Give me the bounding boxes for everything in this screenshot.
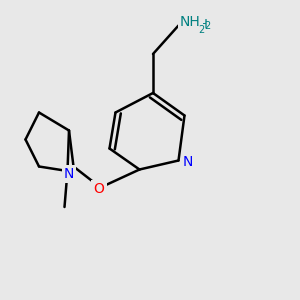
Text: N: N [183,155,194,169]
Text: 2: 2 [204,21,210,31]
Text: O: O [94,182,104,196]
Text: NH: NH [182,17,201,31]
Text: NH: NH [180,16,201,29]
Text: N: N [64,167,74,181]
Text: 2: 2 [198,25,204,35]
Text: H: H [198,17,208,31]
